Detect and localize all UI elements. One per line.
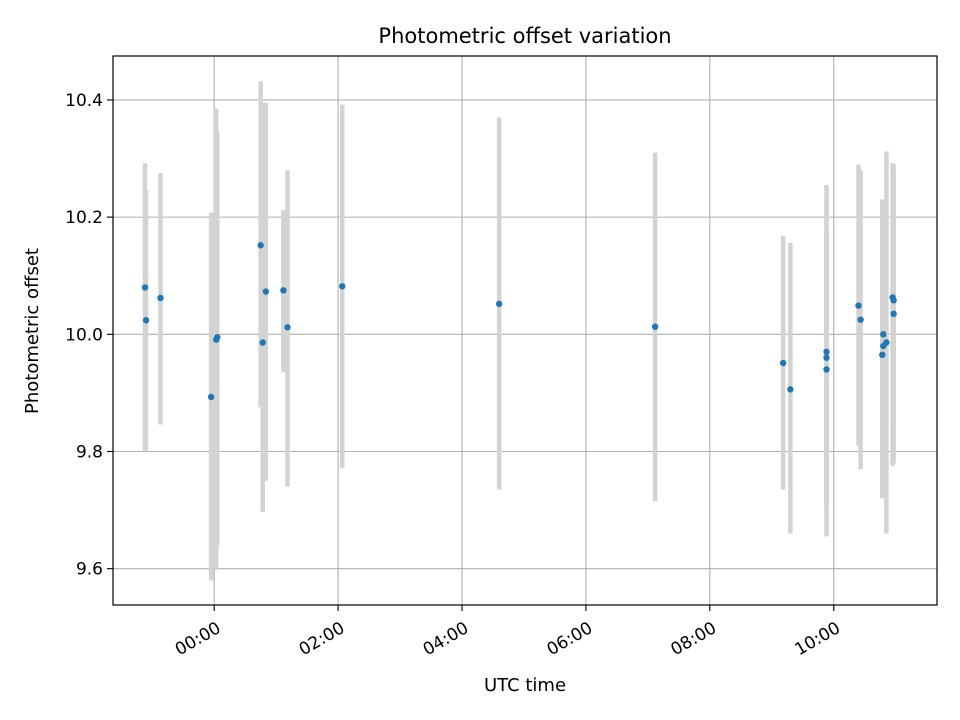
data-point (787, 386, 794, 393)
data-point (890, 310, 897, 318)
x-axis-label: UTC time (484, 675, 566, 696)
x-axis-ticks: 00:00 02:00 04:00 06:00 08:00 10:00 (172, 605, 844, 660)
data-point (142, 317, 150, 324)
data-point (207, 393, 215, 401)
y-tick-label: 9.8 (76, 442, 103, 462)
data-point (257, 242, 264, 249)
plot-frame (112, 55, 938, 606)
x-tick-label: 02:00 (296, 618, 348, 660)
data-point (880, 331, 887, 338)
x-tick-label: 06:00 (544, 618, 596, 660)
data-point (214, 334, 221, 341)
data-point (280, 287, 287, 294)
x-tick-label: 04:00 (420, 618, 472, 660)
data-point (157, 294, 164, 302)
data-point (284, 324, 291, 331)
data-point (262, 288, 270, 295)
data-point (823, 366, 830, 373)
x-tick-label: 00:00 (172, 618, 224, 660)
grid-lines (113, 56, 937, 605)
data-point (339, 283, 346, 290)
data-points (141, 242, 897, 401)
y-axis-ticks: 9.6 9.8 10.0 10.2 10.4 (65, 91, 113, 580)
y-tick-label: 10.0 (65, 325, 103, 345)
data-point (857, 316, 864, 323)
y-tick-label: 9.6 (76, 560, 103, 580)
y-tick-label: 10.2 (65, 208, 103, 228)
data-point (823, 348, 830, 356)
x-tick-label: 10:00 (791, 618, 843, 660)
data-point (879, 351, 886, 359)
x-tick-label: 08:00 (668, 618, 720, 660)
data-point (495, 300, 503, 308)
data-point (883, 339, 890, 346)
data-point (779, 359, 787, 367)
data-point (890, 297, 897, 304)
data-point (141, 284, 149, 291)
data-point (823, 354, 830, 361)
chart-title: Photometric offset variation (378, 24, 671, 48)
y-axis-label: Photometric offset (22, 248, 43, 414)
data-point (855, 302, 862, 309)
plot-background (113, 56, 937, 605)
y-tick-label: 10.4 (65, 91, 103, 111)
data-point (259, 339, 266, 346)
data-point (651, 323, 659, 330)
